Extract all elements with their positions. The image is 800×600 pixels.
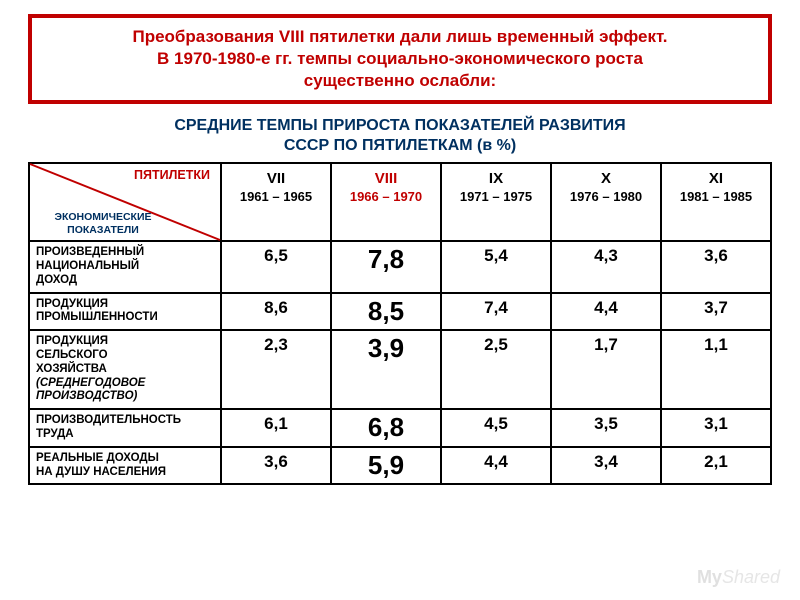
- col-head-viii: VIII 1966 – 1970: [331, 163, 441, 241]
- row-label-line: ХОЗЯЙСТВА: [36, 363, 107, 375]
- corner-cell: ПЯТИЛЕТКИ ЭКОНОМИЧЕСКИЕ ПОКАЗАТЕЛИ: [29, 163, 221, 241]
- col-roman: VII: [226, 170, 326, 187]
- row-label: РЕАЛЬНЫЕ ДОХОДЫ НА ДУШУ НАСЕЛЕНИЯ: [29, 447, 221, 485]
- cell-value: 3,7: [661, 293, 771, 331]
- banner-box: Преобразования VIII пятилетки дали лишь …: [28, 14, 772, 104]
- cell-value: 3,6: [661, 241, 771, 292]
- row-label-line: ПРОДУКЦИЯ: [36, 298, 108, 310]
- col-years: 1961 – 1965: [226, 189, 326, 204]
- banner-line3: существенно ослабли:: [304, 71, 496, 90]
- cell-value: 2,1: [661, 447, 771, 485]
- row-label-subline: (СРЕДНЕГОДОВОЕ: [36, 377, 145, 389]
- watermark-prefix: My: [697, 567, 722, 587]
- table-body: ПРОИЗВЕДЕННЫЙ НАЦИОНАЛЬНЫЙ ДОХОД 6,5 7,8…: [29, 241, 771, 484]
- cell-value: 3,5: [551, 409, 661, 447]
- col-roman: IX: [446, 170, 546, 187]
- cell-value: 8,5: [331, 293, 441, 331]
- col-years: 1976 – 1980: [556, 189, 656, 204]
- page: Преобразования VIII пятилетки дали лишь …: [0, 0, 800, 600]
- row-label: ПРОДУКЦИЯ ПРОМЫШЛЕННОСТИ: [29, 293, 221, 331]
- col-head-x: X 1976 – 1980: [551, 163, 661, 241]
- cell-value: 1,7: [551, 330, 661, 409]
- watermark-suffix: Shared: [722, 567, 780, 587]
- table-row: ПРОИЗВОДИТЕЛЬНОСТЬ ТРУДА 6,1 6,8 4,5 3,5…: [29, 409, 771, 447]
- cell-value: 3,6: [221, 447, 331, 485]
- col-years: 1971 – 1975: [446, 189, 546, 204]
- cell-value: 1,1: [661, 330, 771, 409]
- corner-top-label: ПЯТИЛЕТКИ: [76, 168, 210, 182]
- cell-value: 7,8: [331, 241, 441, 292]
- cell-value: 5,9: [331, 447, 441, 485]
- cell-value: 4,4: [551, 293, 661, 331]
- subtitle: СРЕДНИЕ ТЕМПЫ ПРИРОСТА ПОКАЗАТЕЛЕЙ РАЗВИ…: [28, 116, 772, 156]
- cell-value: 4,5: [441, 409, 551, 447]
- row-label: ПРОИЗВЕДЕННЫЙ НАЦИОНАЛЬНЫЙ ДОХОД: [29, 241, 221, 292]
- corner-bottom-line2: ПОКАЗАТЕЛИ: [67, 224, 139, 236]
- table-row: ПРОДУКЦИЯ СЕЛЬСКОГО ХОЗЯЙСТВА (СРЕДНЕГОД…: [29, 330, 771, 409]
- col-head-xi: XI 1981 – 1985: [661, 163, 771, 241]
- table-header-row: ПЯТИЛЕТКИ ЭКОНОМИЧЕСКИЕ ПОКАЗАТЕЛИ VII 1…: [29, 163, 771, 241]
- cell-value: 2,3: [221, 330, 331, 409]
- row-label-line: ПРОИЗВОДИТЕЛЬНОСТЬ: [36, 414, 181, 426]
- corner-bottom-label: ЭКОНОМИЧЕСКИЕ ПОКАЗАТЕЛИ: [36, 211, 170, 236]
- banner-line1: Преобразования VIII пятилетки дали лишь …: [132, 27, 667, 46]
- cell-value: 2,5: [441, 330, 551, 409]
- cell-value: 3,4: [551, 447, 661, 485]
- row-label-line: НА ДУШУ НАСЕЛЕНИЯ: [36, 466, 166, 478]
- row-label-line: СЕЛЬСКОГО: [36, 349, 108, 361]
- cell-value: 6,8: [331, 409, 441, 447]
- col-roman: X: [556, 170, 656, 187]
- col-years: 1966 – 1970: [336, 189, 436, 204]
- cell-value: 3,1: [661, 409, 771, 447]
- col-roman: XI: [666, 170, 766, 187]
- cell-value: 4,3: [551, 241, 661, 292]
- row-label-line: ПРОДУКЦИЯ: [36, 335, 108, 347]
- cell-value: 5,4: [441, 241, 551, 292]
- row-label-line: ПРОМЫШЛЕННОСТИ: [36, 311, 158, 323]
- row-label-line: НАЦИОНАЛЬНЫЙ: [36, 260, 139, 272]
- col-head-ix: IX 1971 – 1975: [441, 163, 551, 241]
- col-head-vii: VII 1961 – 1965: [221, 163, 331, 241]
- table-row: ПРОДУКЦИЯ ПРОМЫШЛЕННОСТИ 8,6 8,5 7,4 4,4…: [29, 293, 771, 331]
- col-years: 1981 – 1985: [666, 189, 766, 204]
- data-table: ПЯТИЛЕТКИ ЭКОНОМИЧЕСКИЕ ПОКАЗАТЕЛИ VII 1…: [28, 162, 772, 485]
- row-label-line: ТРУДА: [36, 428, 74, 440]
- row-label-subline: ПРОИЗВОДСТВО): [36, 390, 137, 402]
- cell-value: 6,5: [221, 241, 331, 292]
- row-label-line: ПРОИЗВЕДЕННЫЙ: [36, 246, 144, 258]
- row-label: ПРОДУКЦИЯ СЕЛЬСКОГО ХОЗЯЙСТВА (СРЕДНЕГОД…: [29, 330, 221, 409]
- row-label: ПРОИЗВОДИТЕЛЬНОСТЬ ТРУДА: [29, 409, 221, 447]
- col-roman: VIII: [336, 170, 436, 187]
- table-row: ПРОИЗВЕДЕННЫЙ НАЦИОНАЛЬНЫЙ ДОХОД 6,5 7,8…: [29, 241, 771, 292]
- row-label-line: РЕАЛЬНЫЕ ДОХОДЫ: [36, 452, 159, 464]
- cell-value: 3,9: [331, 330, 441, 409]
- cell-value: 8,6: [221, 293, 331, 331]
- cell-value: 7,4: [441, 293, 551, 331]
- subtitle-line2: СССР ПО ПЯТИЛЕТКАМ (в %): [284, 137, 516, 154]
- table-row: РЕАЛЬНЫЕ ДОХОДЫ НА ДУШУ НАСЕЛЕНИЯ 3,6 5,…: [29, 447, 771, 485]
- subtitle-line1: СРЕДНИЕ ТЕМПЫ ПРИРОСТА ПОКАЗАТЕЛЕЙ РАЗВИ…: [174, 117, 625, 134]
- corner-bottom-line1: ЭКОНОМИЧЕСКИЕ: [54, 211, 151, 223]
- cell-value: 4,4: [441, 447, 551, 485]
- watermark: MyShared: [697, 567, 780, 588]
- banner-line2: В 1970-1980-е гг. темпы социально-эконом…: [157, 49, 643, 68]
- row-label-line: ДОХОД: [36, 274, 77, 286]
- cell-value: 6,1: [221, 409, 331, 447]
